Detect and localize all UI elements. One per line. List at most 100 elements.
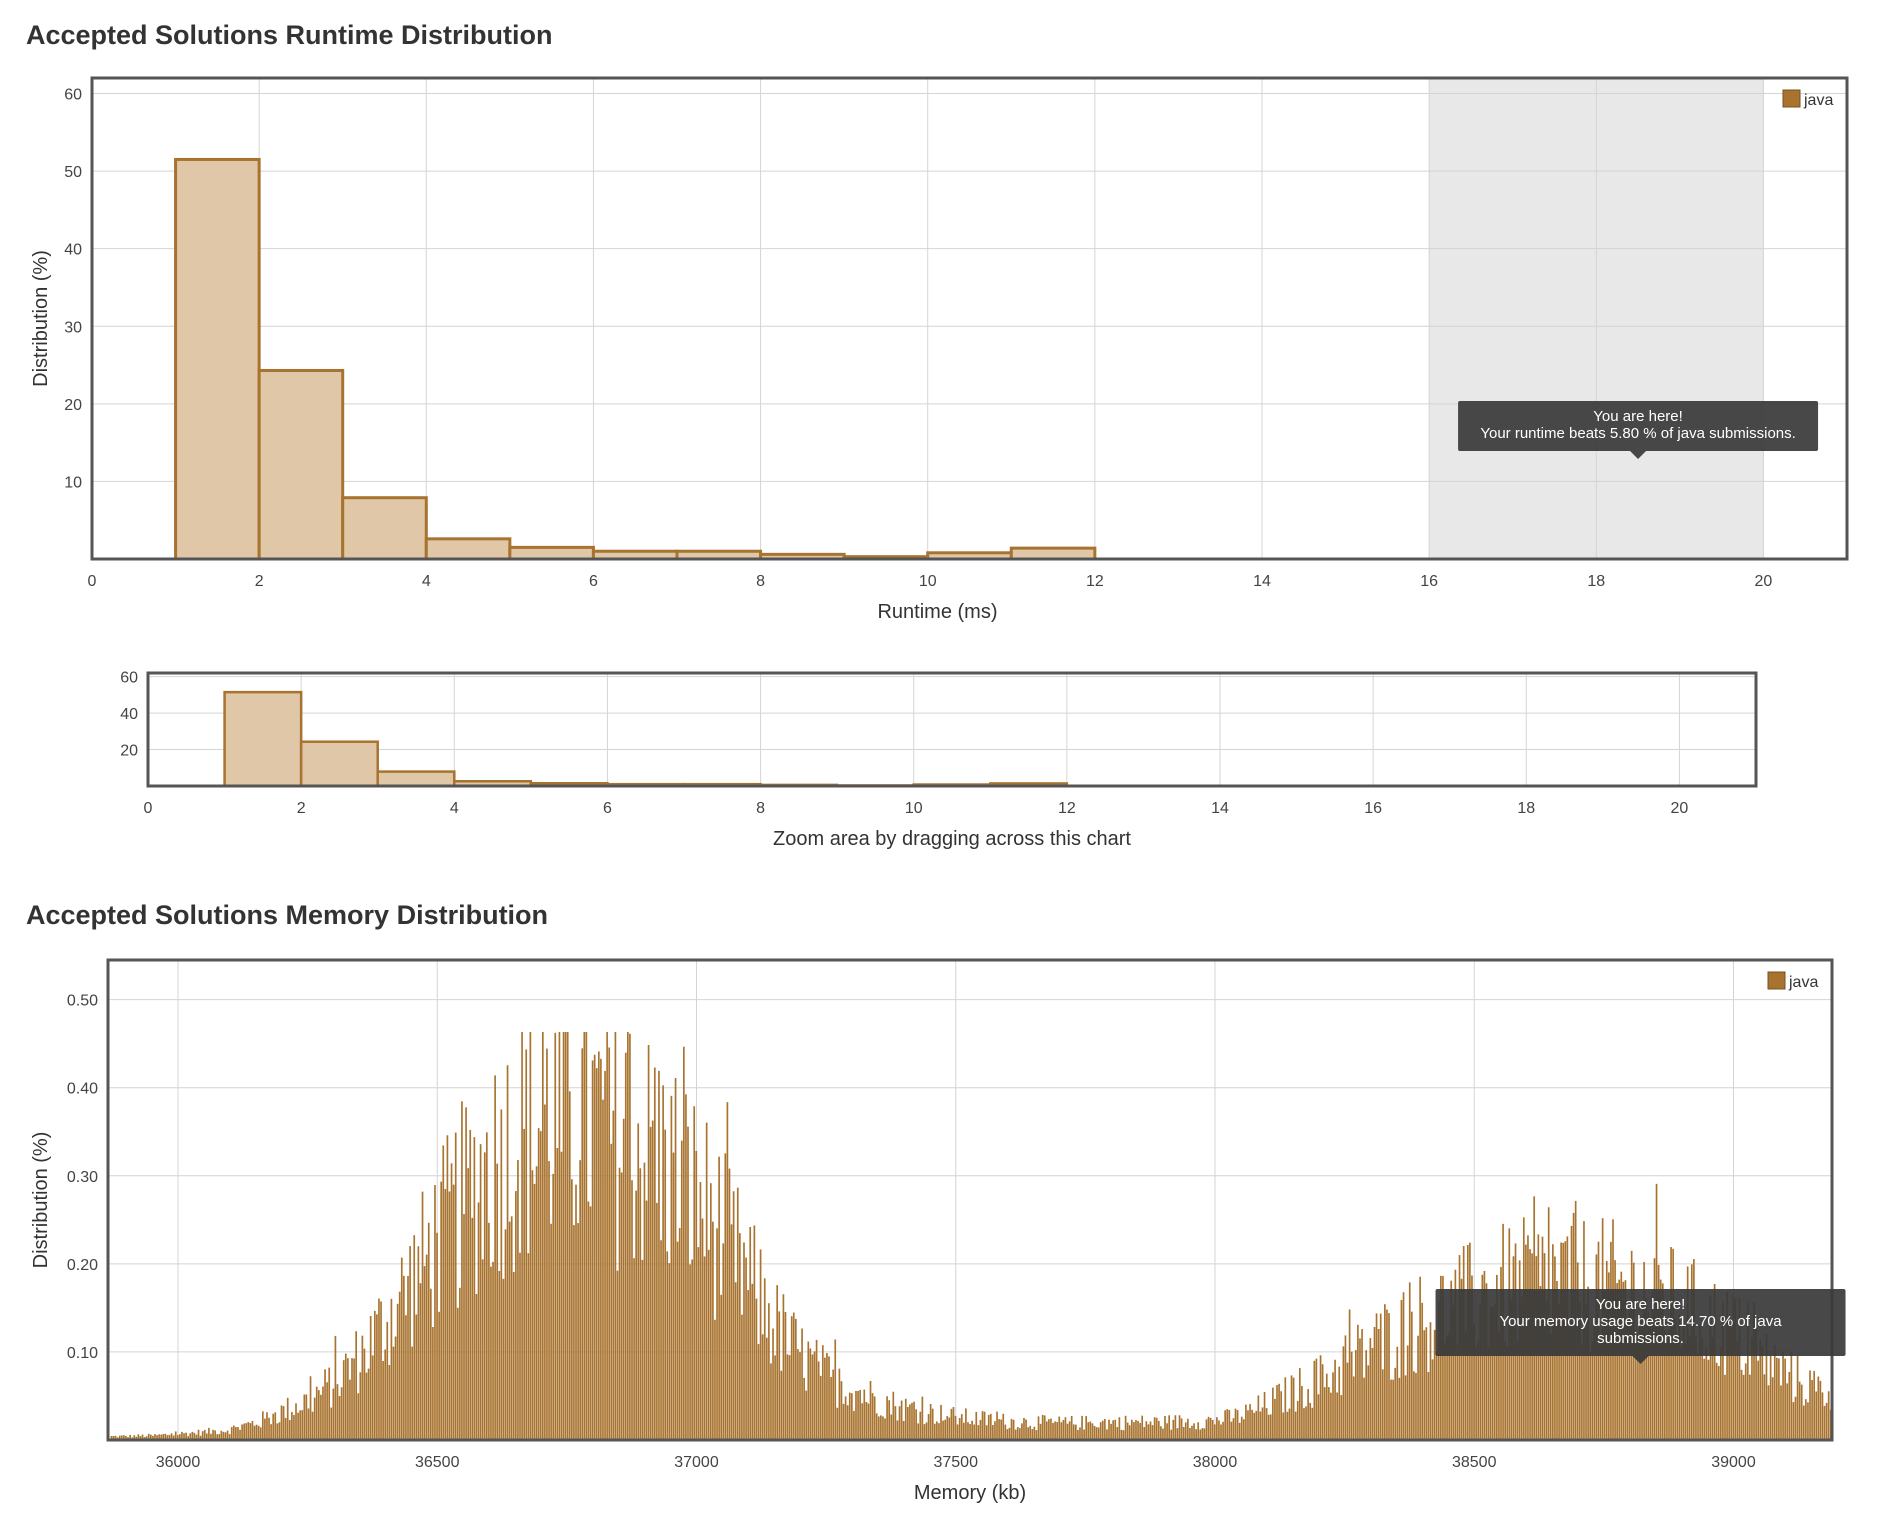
x-tick-label: 14 xyxy=(1253,573,1271,590)
memory-bar xyxy=(245,1423,248,1440)
memory-bar xyxy=(185,1432,187,1440)
memory-bar xyxy=(1379,1313,1382,1440)
memory-bar xyxy=(1720,1346,1722,1440)
memory-bar xyxy=(1305,1406,1307,1440)
memory-bar xyxy=(674,1078,677,1440)
memory-bar xyxy=(1709,1295,1712,1440)
memory-bar xyxy=(834,1339,837,1440)
memory-bar xyxy=(1294,1411,1297,1440)
memory-bar xyxy=(1435,1350,1438,1440)
memory-bar xyxy=(761,1334,764,1440)
memory-bar xyxy=(438,1311,440,1440)
memory-bar xyxy=(979,1419,982,1440)
memory-bar xyxy=(1695,1335,1697,1440)
memory-bar xyxy=(1234,1408,1237,1440)
memory-bar xyxy=(1568,1319,1571,1440)
zoom-histogram-bar xyxy=(299,740,379,788)
memory-bar xyxy=(1205,1419,1208,1440)
memory-bar xyxy=(1116,1427,1119,1440)
memory-bar xyxy=(118,1435,121,1440)
memory-bar xyxy=(1008,1427,1011,1440)
memory-bar xyxy=(1624,1280,1627,1440)
memory-bar xyxy=(994,1421,996,1440)
memory-bar xyxy=(527,1253,530,1440)
memory-bar xyxy=(672,1152,675,1440)
memory-bar xyxy=(247,1422,250,1440)
memory-bar xyxy=(898,1406,901,1440)
memory-bar xyxy=(587,1201,590,1440)
memory-bar xyxy=(880,1415,882,1440)
memory-bar xyxy=(940,1404,942,1440)
memory-bar xyxy=(992,1425,994,1440)
memory-bar xyxy=(963,1422,965,1440)
x-tick-label: 20 xyxy=(1755,573,1773,590)
memory-bar xyxy=(1400,1300,1403,1440)
memory-bar xyxy=(359,1372,362,1440)
memory-bar xyxy=(1060,1422,1063,1440)
memory-bar xyxy=(732,1191,735,1440)
memory-bar xyxy=(448,1191,451,1440)
memory-bar xyxy=(1763,1374,1766,1440)
memory-bar xyxy=(832,1369,835,1440)
runtime-chart[interactable]: 0 2 4 6 8 10 12 14 16 18 20 10 20 30 40 50 60 Runtime (ms… xyxy=(0,0,1880,640)
memory-bar xyxy=(971,1420,973,1440)
memory-bar xyxy=(1664,1330,1666,1440)
memory-bar xyxy=(208,1427,210,1440)
memory-bar xyxy=(1485,1283,1488,1440)
memory-bar xyxy=(1746,1301,1749,1440)
x-tick-label: 10 xyxy=(919,573,937,590)
memory-bar xyxy=(1765,1333,1768,1440)
memory-bar xyxy=(902,1420,905,1440)
memory-bar xyxy=(1332,1372,1334,1440)
memory-bar xyxy=(575,1184,577,1440)
memory-bar xyxy=(1348,1309,1351,1440)
memory-bar xyxy=(210,1433,212,1440)
memory-bar xyxy=(743,1242,745,1440)
memory-bar xyxy=(1079,1427,1081,1440)
y-tick-label: 40 xyxy=(120,706,138,723)
memory-bar xyxy=(1004,1424,1007,1440)
memory-bar xyxy=(284,1417,287,1440)
memory-bar xyxy=(639,1168,642,1440)
memory-bar xyxy=(1711,1337,1714,1440)
memory-bar xyxy=(1724,1374,1726,1440)
memory-bar xyxy=(848,1392,851,1440)
memory-bar xyxy=(921,1396,924,1440)
memory-bar xyxy=(1269,1414,1272,1440)
memory-bar xyxy=(566,1032,569,1440)
memory-bar xyxy=(1759,1340,1762,1440)
memory-bar xyxy=(736,1187,739,1440)
memory-bar xyxy=(1145,1421,1148,1440)
memory-bar xyxy=(867,1403,870,1440)
memory-bar xyxy=(869,1380,872,1440)
memory-bar xyxy=(398,1291,401,1440)
memory-bar xyxy=(351,1358,353,1440)
memory-bar xyxy=(367,1368,370,1440)
memory-bar xyxy=(147,1433,150,1440)
memory-bar xyxy=(452,1184,455,1440)
memory-bar xyxy=(815,1339,818,1440)
memory-bar xyxy=(716,1228,718,1440)
memory-bar xyxy=(1585,1303,1587,1440)
memory-bar xyxy=(490,1266,492,1440)
memory-bar xyxy=(166,1435,169,1440)
memory-bar xyxy=(212,1429,214,1440)
memory-bar xyxy=(301,1410,304,1440)
memory-bar xyxy=(1014,1429,1017,1440)
tooltip: You are here!Your memory usage beats 14.… xyxy=(1435,1289,1846,1364)
memory-bar xyxy=(946,1416,949,1440)
memory-bar xyxy=(1162,1428,1164,1440)
memory-bar xyxy=(925,1422,928,1440)
memory-bar xyxy=(1807,1402,1809,1440)
memory-bar xyxy=(479,1144,482,1440)
memory-bar xyxy=(504,1229,507,1440)
memory-bar xyxy=(1072,1424,1075,1440)
memory-bar xyxy=(1491,1307,1494,1440)
memory-bar xyxy=(280,1405,283,1440)
tooltip-text: submissions. xyxy=(1597,1330,1684,1347)
x-tick-label: 38500 xyxy=(1452,1454,1497,1471)
x-tick-label: 20 xyxy=(1671,800,1689,817)
memory-bar xyxy=(1477,1341,1480,1440)
